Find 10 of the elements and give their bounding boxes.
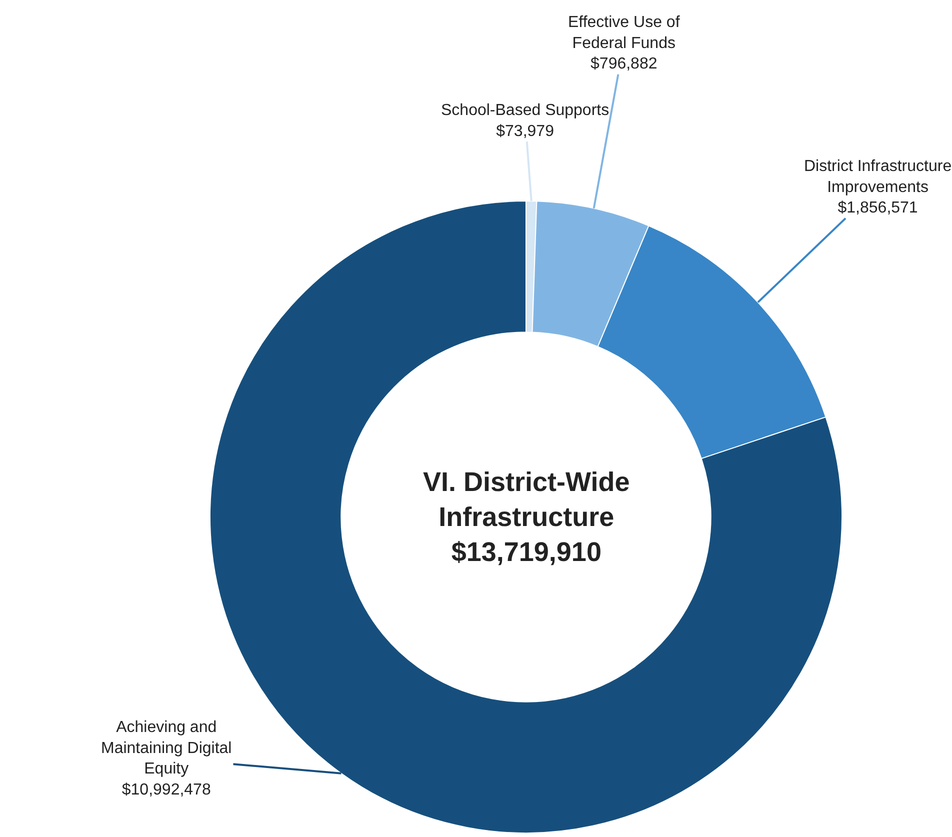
data-label: $1,856,571 [838, 200, 918, 217]
slice-label: Achieving and Maintaining Digital Equity [101, 719, 232, 778]
slice-label: School-Based Supports [441, 102, 610, 119]
slice-label: Effective Use of Federal Funds [568, 14, 680, 52]
data-label: $73,979 [496, 122, 554, 140]
data-label: $796,882 [590, 56, 658, 73]
data-label: $10,992,478 [122, 781, 211, 798]
text: VI. District-Wide Infrastructure [423, 467, 630, 532]
text: $13,719,910 [451, 537, 602, 568]
slice-label: District Infrastructure Improvements [804, 158, 952, 196]
